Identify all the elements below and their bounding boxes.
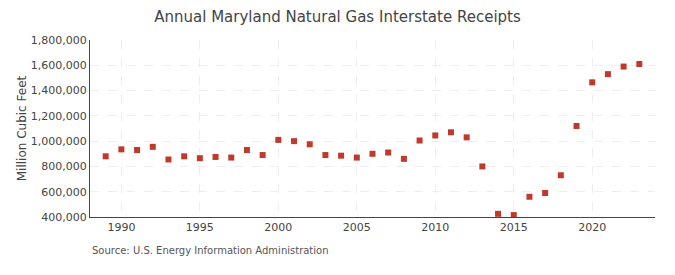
- svg-text:2015: 2015: [500, 221, 528, 234]
- svg-text:800,000: 800,000: [41, 160, 87, 173]
- svg-text:600,000: 600,000: [41, 186, 87, 199]
- svg-text:Annual Maryland Natural Gas In: Annual Maryland Natural Gas Interstate R…: [154, 8, 521, 26]
- svg-text:1,800,000: 1,800,000: [31, 34, 87, 47]
- svg-text:2000: 2000: [264, 221, 292, 234]
- svg-text:400,000: 400,000: [41, 211, 87, 224]
- svg-text:2020: 2020: [578, 221, 606, 234]
- svg-text:1990: 1990: [107, 221, 135, 234]
- svg-text:1,400,000: 1,400,000: [31, 84, 87, 97]
- svg-text:Million Cubic Feet: Million Cubic Feet: [15, 75, 29, 181]
- svg-text:2010: 2010: [421, 221, 449, 234]
- svg-text:2005: 2005: [343, 221, 371, 234]
- svg-text:1,000,000: 1,000,000: [31, 135, 87, 148]
- svg-text:Source: U.S. Energy Informatio: Source: U.S. Energy Information Administ…: [92, 245, 329, 256]
- svg-text:1995: 1995: [186, 221, 214, 234]
- svg-text:1,200,000: 1,200,000: [31, 110, 87, 123]
- svg-text:1,600,000: 1,600,000: [31, 59, 87, 72]
